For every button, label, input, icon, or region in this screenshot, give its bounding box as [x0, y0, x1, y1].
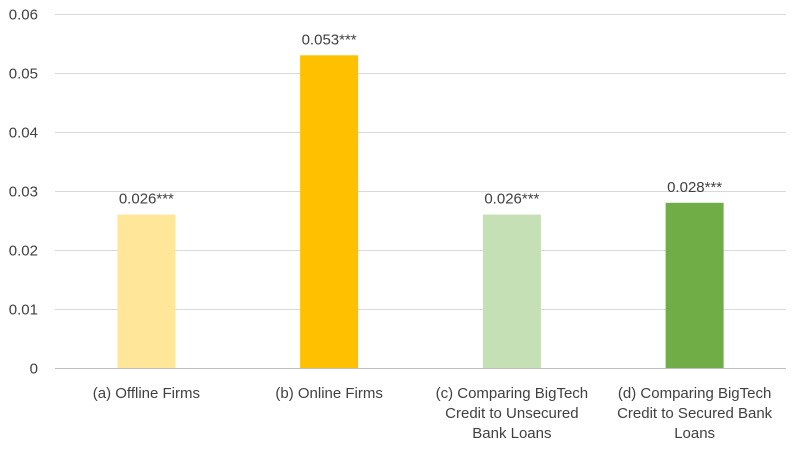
y-tick-label: 0: [30, 361, 38, 378]
x-tick-label-line: Loans: [674, 425, 715, 442]
x-tick-label: (b) Online Firms: [275, 385, 383, 402]
bar: [117, 214, 176, 368]
bar: [482, 214, 541, 368]
x-tick-label-line: (c) Comparing BigTech: [436, 385, 589, 402]
x-axis-categories: (a) Offline Firms (b) Online Firms (c) Com…: [93, 385, 773, 442]
x-tick-label-line: Credit to Unsecured: [445, 405, 578, 422]
data-label: 0.053***: [302, 31, 357, 48]
x-tick-label: (a) Offline Firms: [93, 385, 200, 402]
data-labels: 0.026*** 0.053*** 0.026*** 0.028***: [119, 31, 722, 207]
data-label: 0.028***: [667, 179, 722, 196]
x-tick-label: (c) Comparing BigTech Credit to Unsecured…: [436, 385, 589, 442]
y-tick-label: 0.04: [9, 125, 38, 142]
gridlines: [55, 14, 786, 369]
x-tick-label-line: (d) Comparing BigTech: [618, 385, 771, 402]
y-tick-label: 0.05: [9, 66, 38, 83]
x-tick-label: (d) Comparing BigTech Credit to Secured B…: [617, 385, 773, 442]
y-tick-label: 0.03: [9, 184, 38, 201]
bars: [117, 55, 724, 369]
y-axis-ticks: 0 0.01 0.02 0.03 0.04 0.05 0.06: [9, 7, 38, 378]
x-tick-label-line: Bank Loans: [472, 425, 551, 442]
data-label: 0.026***: [484, 191, 539, 208]
data-label: 0.026***: [119, 191, 174, 208]
x-tick-label-line: Credit to Secured Bank: [617, 405, 773, 422]
y-tick-label: 0.02: [9, 243, 38, 260]
y-tick-label: 0.01: [9, 302, 38, 319]
x-tick-label-line: (a) Offline Firms: [93, 385, 200, 402]
x-tick-label-line: (b) Online Firms: [275, 385, 383, 402]
bar: [300, 55, 359, 369]
y-tick-label: 0.06: [9, 7, 38, 24]
bar: [665, 202, 724, 368]
